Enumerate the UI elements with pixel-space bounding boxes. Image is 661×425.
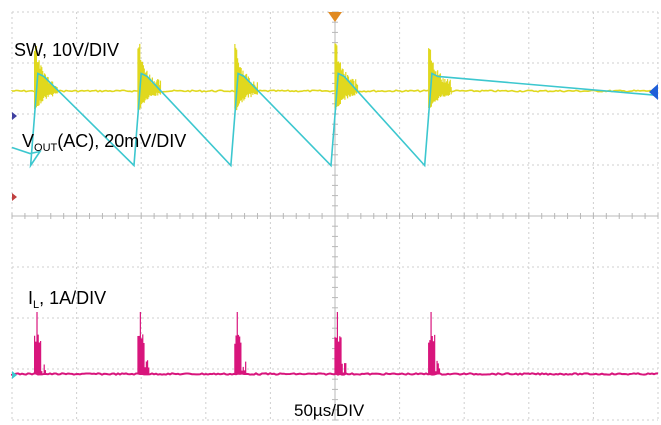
scope-markers (12, 12, 658, 379)
il-spike (428, 312, 441, 374)
sw-burst (234, 44, 258, 111)
il-spike (234, 312, 247, 374)
sw-trace-label: SW, 10V/DIV (14, 40, 120, 60)
ch3-ground-marker (12, 371, 17, 379)
sw-trace (11, 89, 659, 93)
level-marker (649, 84, 658, 100)
il-trace-label: IL, 1A/DIV (28, 288, 107, 311)
il-spike (334, 312, 347, 374)
il-spike (34, 312, 47, 374)
scope-traces (11, 43, 659, 376)
il-trace (11, 372, 659, 376)
ch2-ground-marker (12, 193, 17, 201)
ch1-ground-marker (12, 112, 17, 120)
sw-burst (137, 43, 162, 111)
vout-trace (11, 72, 659, 169)
timebase-label: 50µs/DIV (294, 401, 365, 420)
il-spike (137, 312, 150, 374)
vout-trace-label: VOUT(AC), 20mV/DIV (22, 131, 187, 154)
trigger-marker (328, 12, 342, 22)
sw-burst (428, 48, 452, 109)
sw-burst (34, 46, 58, 109)
sw-burst (334, 43, 359, 110)
